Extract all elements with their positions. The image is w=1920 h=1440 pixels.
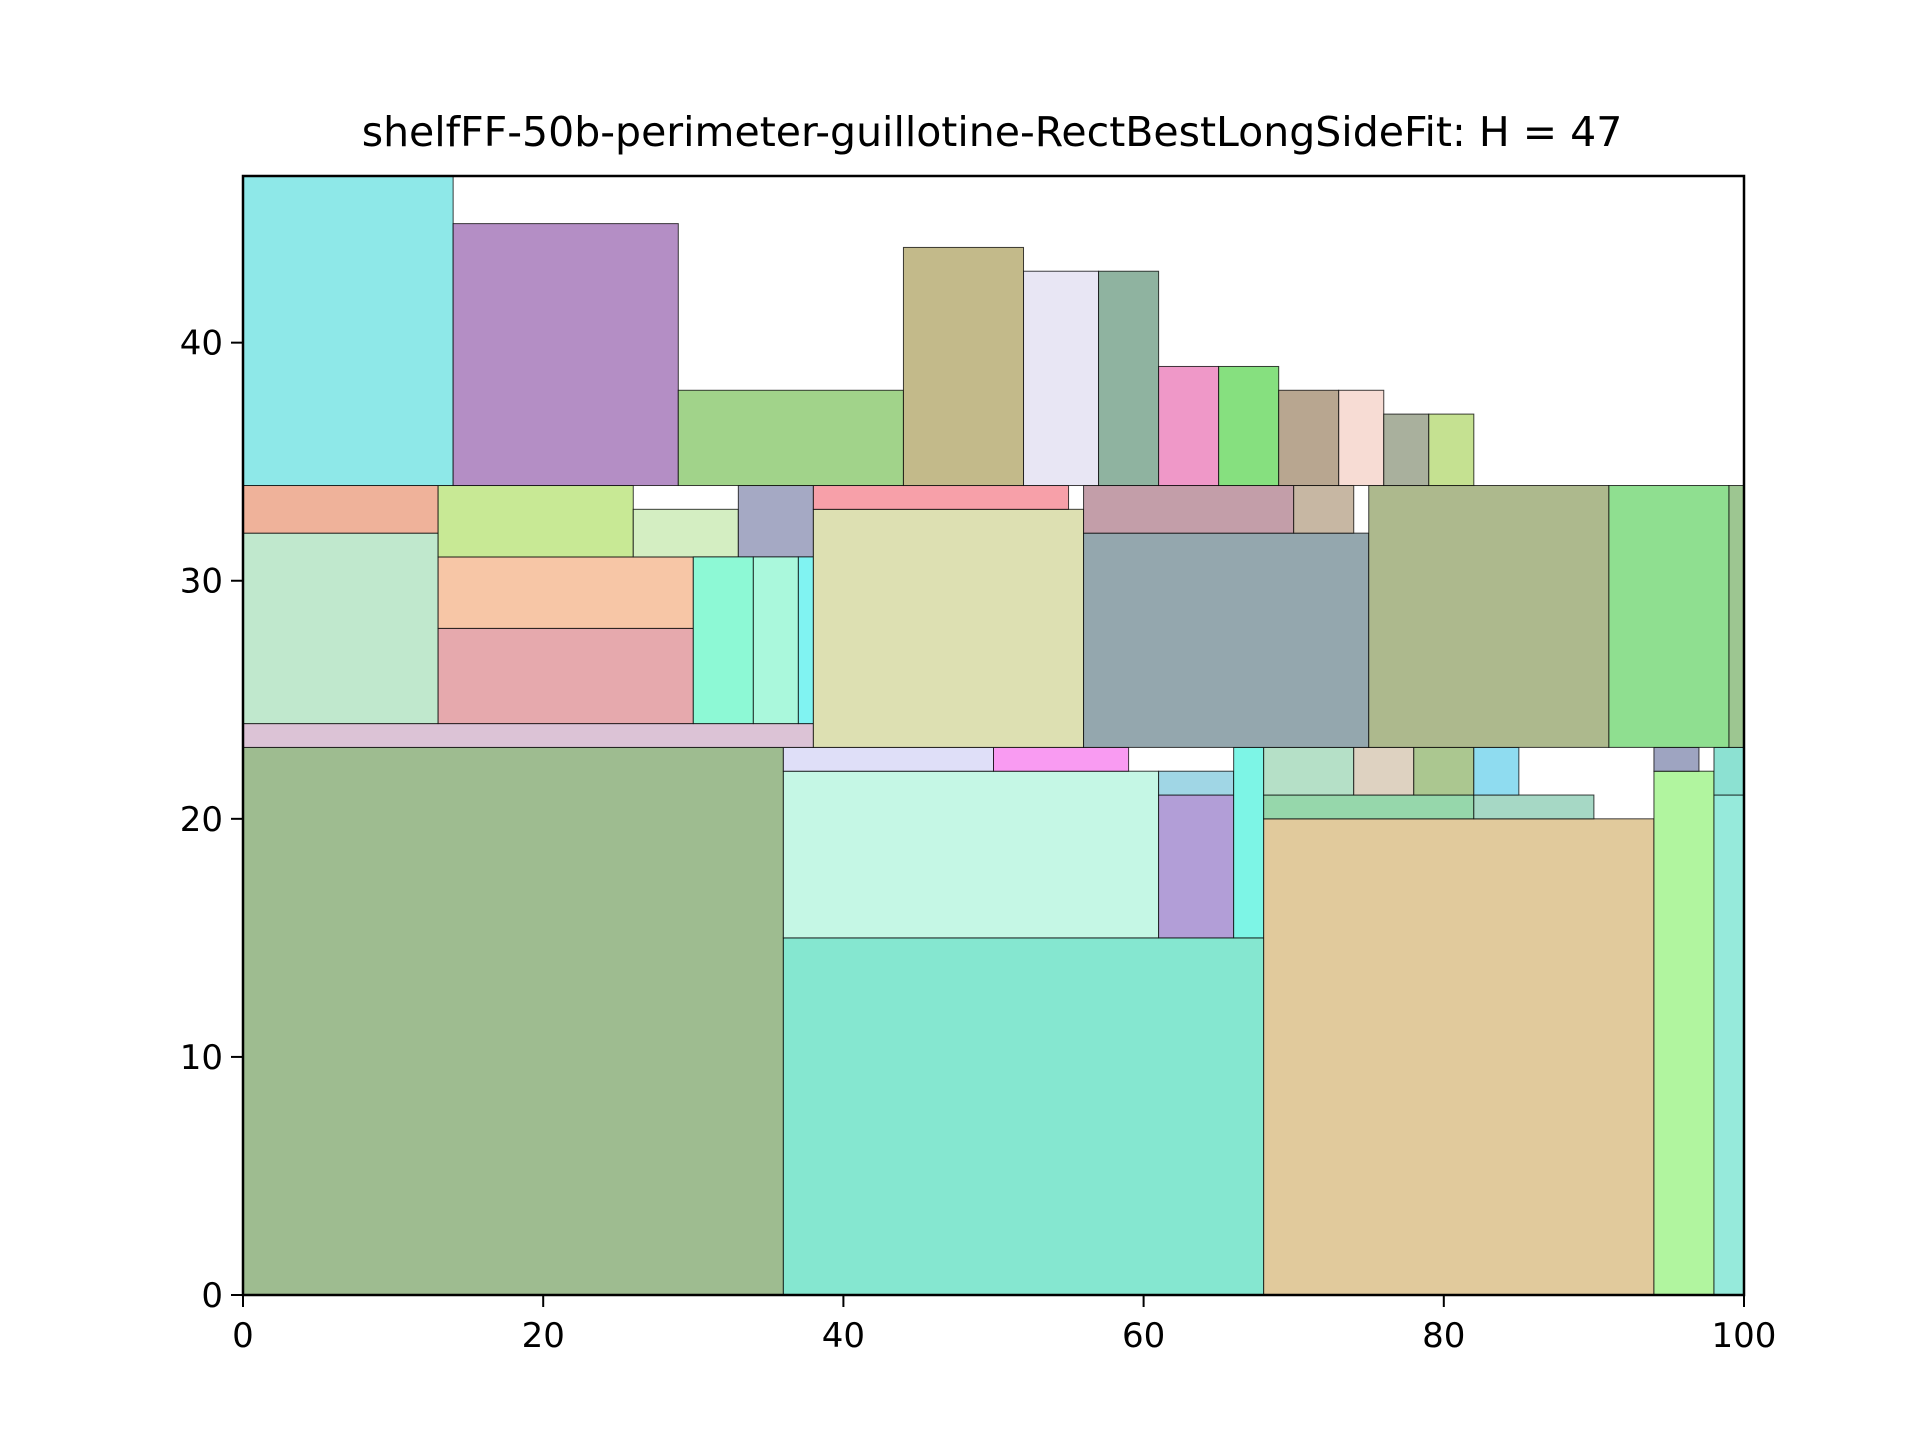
packed-rectangle-19 — [1713, 746, 1745, 796]
packed-rectangle-15 — [1473, 746, 1520, 796]
packed-rectangle-9 — [1263, 818, 1655, 1296]
packed-rectangle-44 — [1098, 270, 1160, 487]
packed-rectangle-48 — [1338, 389, 1385, 487]
packed-rectangle-26 — [632, 508, 739, 558]
packed-rectangle-35 — [1293, 485, 1355, 534]
packed-rectangle-8 — [1233, 746, 1265, 939]
packed-rectangle-41 — [677, 389, 904, 487]
packed-rectangle-50 — [1428, 413, 1475, 487]
y-tick-label: 0 — [201, 1276, 223, 1316]
x-tick-label: 40 — [822, 1316, 865, 1356]
packed-rectangle-13 — [1413, 746, 1475, 796]
packed-rectangle-24 — [437, 556, 694, 629]
packed-rectangle-42 — [902, 246, 1025, 487]
packed-rectangle-29 — [752, 556, 799, 725]
packed-rectangle-4 — [782, 746, 994, 772]
packed-rectangle-38 — [1728, 485, 1745, 748]
packed-rectangle-30 — [797, 556, 814, 725]
packed-rectangle-12 — [1353, 746, 1415, 796]
y-tick-label: 20 — [180, 800, 223, 840]
packed-rectangle-33 — [1083, 532, 1370, 748]
y-tick-label: 40 — [180, 324, 223, 364]
chart-title: shelfFF-50b-perimeter-guillotine-RectBes… — [362, 108, 1623, 156]
x-tick-label: 80 — [1422, 1316, 1465, 1356]
packed-rectangle-1 — [242, 746, 784, 1296]
x-tick-label: 0 — [232, 1316, 254, 1356]
x-axis: 0 20 40 60 80 100 — [232, 1295, 1776, 1356]
packed-rectangle-34 — [1083, 485, 1295, 534]
packed-rectangle-27 — [737, 485, 814, 558]
packed-rectangle-43 — [1023, 270, 1100, 487]
x-tick-label: 20 — [522, 1316, 565, 1356]
packed-rectangle-28 — [692, 556, 754, 725]
packed-rectangle-49 — [1383, 413, 1430, 487]
packed-rectangle-46 — [1218, 365, 1280, 487]
x-tick-label: 100 — [1712, 1316, 1777, 1356]
packed-rectangle-31 — [812, 508, 1085, 748]
packed-rectangle-45 — [1158, 365, 1220, 487]
packed-rectangle-47 — [1278, 389, 1340, 487]
y-tick-label: 10 — [180, 1038, 223, 1078]
y-tick-label: 30 — [180, 562, 223, 602]
packed-rectangle-16 — [1653, 770, 1715, 1296]
packed-rectangle-22 — [242, 485, 439, 534]
packed-rectangle-18 — [1713, 794, 1745, 1296]
packed-rectangle-23 — [437, 627, 694, 725]
packed-rectangle-10 — [1263, 794, 1475, 820]
packed-rectangle-11 — [1263, 746, 1355, 796]
packed-rectangle-14 — [1473, 794, 1595, 820]
plot-frame — [241, 174, 1746, 1297]
packed-rectangle-7 — [1158, 770, 1235, 796]
packed-rectangle-21 — [242, 532, 439, 725]
packed-rectangle-17 — [1653, 746, 1700, 772]
packed-rectangle-37 — [1608, 485, 1730, 748]
packed-rectangle-5 — [993, 746, 1130, 772]
packed-rectangle-40 — [452, 223, 679, 487]
rectangles-layer — [242, 175, 1745, 1296]
packed-rectangle-20 — [242, 723, 814, 748]
packed-rectangle-36 — [1368, 485, 1610, 748]
x-tick-label: 60 — [1122, 1316, 1165, 1356]
y-axis: 0 10 20 30 40 — [180, 324, 243, 1316]
packed-rectangle-2 — [782, 937, 1265, 1296]
packed-rectangle-32 — [812, 485, 1070, 510]
packed-rectangle-25 — [437, 485, 634, 558]
packed-rectangle-39 — [242, 175, 454, 487]
packed-rectangle-3 — [782, 770, 1160, 939]
packed-rectangle-6 — [1158, 794, 1235, 939]
